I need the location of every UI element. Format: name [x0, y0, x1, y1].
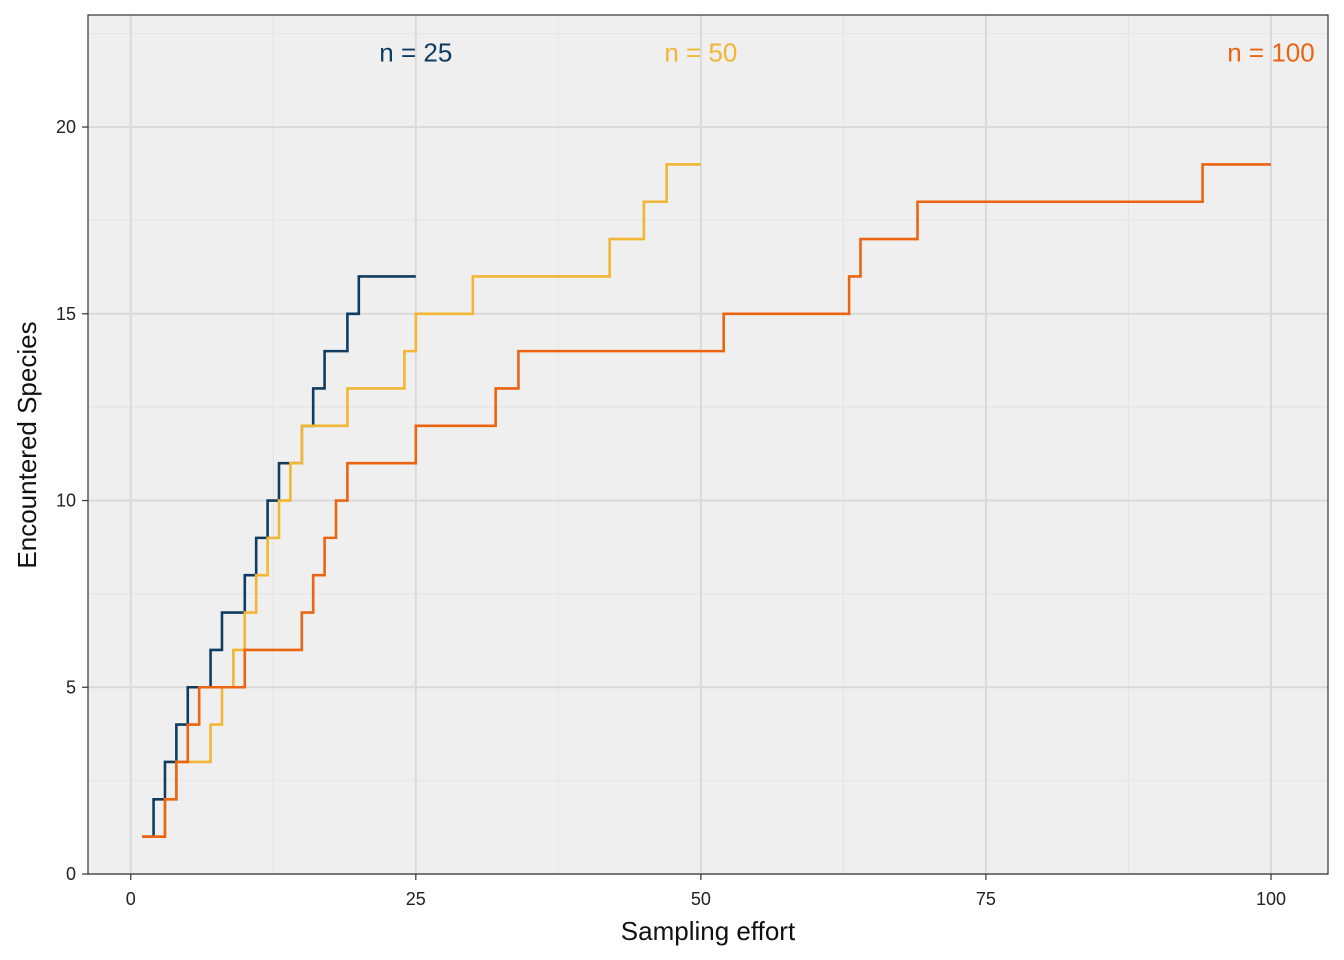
x-axis-title: Sampling effort: [621, 916, 796, 946]
gridlines: [88, 15, 1328, 875]
series-label-1: n = 25: [379, 37, 452, 67]
x-tick-label: 0: [126, 889, 136, 909]
y-tick-label: 0: [66, 864, 76, 884]
x-tick-label: 50: [691, 889, 711, 909]
x-tick-label: 100: [1256, 889, 1286, 909]
series-line-3: [142, 163, 1271, 838]
x-tick-label: 75: [976, 889, 996, 909]
x-axis: 0 25 50 75 100: [126, 874, 1286, 909]
series-line-1: [142, 275, 416, 838]
plot-panel: [88, 15, 1328, 874]
plot-border: [87, 14, 1329, 875]
series-labels: n = 25 n = 50 n = 100: [379, 37, 1314, 67]
y-tick-label: 20: [56, 117, 76, 137]
y-tick-label: 10: [56, 491, 76, 511]
y-axis: 0 5 10 15 20: [56, 117, 88, 884]
y-axis-title: Encountered Species: [12, 321, 42, 568]
y-tick-label: 15: [56, 304, 76, 324]
y-tick-label: 5: [66, 677, 76, 697]
series-lines: [142, 163, 1271, 838]
series-label-3: n = 100: [1227, 37, 1314, 67]
x-tick-label: 25: [406, 889, 426, 909]
series-label-2: n = 50: [664, 37, 737, 67]
